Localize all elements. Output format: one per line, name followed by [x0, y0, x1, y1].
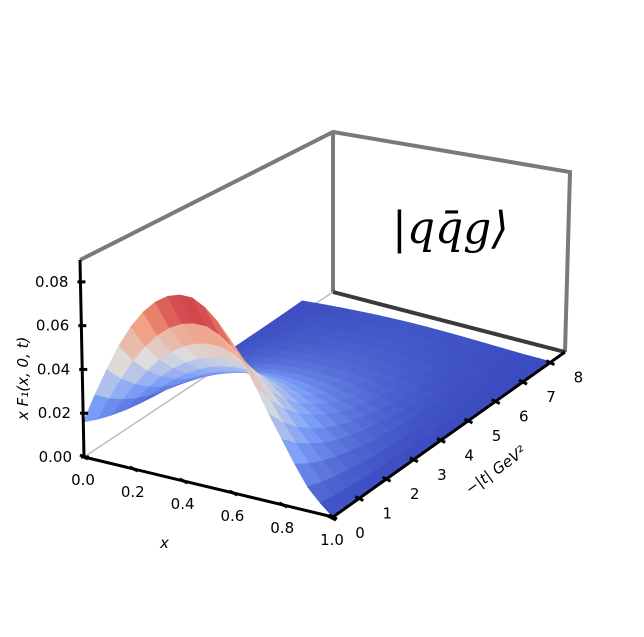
- y-tick: [327, 514, 337, 522]
- x-tick-label: 1.0: [320, 531, 344, 549]
- x-tick: [278, 501, 288, 509]
- tick-marks: [77, 280, 556, 522]
- y-tick: [436, 437, 446, 444]
- pane-edge-floor-right: [332, 290, 566, 354]
- z-tick-label: 0.02: [38, 404, 71, 422]
- y-tick-label: 4: [464, 446, 474, 464]
- z-axis-line: [78, 259, 86, 458]
- state-annotation: |qq̄g⟩: [392, 203, 509, 254]
- x-axis-label: x: [159, 534, 169, 552]
- y-tick: [354, 495, 364, 502]
- y-tick-label: 7: [546, 388, 556, 406]
- z-tick-label: 0.04: [37, 360, 70, 378]
- x-tick-label: 0.8: [270, 519, 294, 537]
- y-tick-label: 0: [355, 524, 365, 542]
- x-tick: [228, 489, 239, 497]
- y-tick: [545, 359, 556, 367]
- surface-mesh: [82, 294, 553, 518]
- y-tick: [381, 475, 392, 483]
- x-tick-label: 0.6: [220, 507, 244, 525]
- y-tick-label: 8: [574, 369, 584, 387]
- x-tick: [178, 477, 189, 485]
- y-tick: [409, 456, 419, 464]
- y-tick-label: 3: [437, 466, 447, 484]
- z-axis-label: x F₁(x, 0, t): [14, 337, 32, 421]
- x-tick-label: 0.0: [71, 471, 95, 489]
- y-axis-line: [332, 350, 566, 519]
- z-tick-label: 0.06: [36, 317, 69, 335]
- axes: [78, 259, 566, 519]
- y-tick: [491, 398, 501, 405]
- y-tick: [463, 417, 474, 425]
- y-tick-label: 2: [410, 485, 420, 503]
- z-tick-label: 0.08: [35, 273, 68, 291]
- x-tick-label: 0.2: [121, 483, 145, 501]
- pane-edges: [79, 129, 573, 353]
- z-tick-label: 0.00: [39, 448, 72, 466]
- y-tick-label: 5: [492, 427, 502, 445]
- y-tick-label: 1: [383, 505, 393, 523]
- y-tick-label: 6: [519, 408, 529, 426]
- x-tick-label: 0.4: [171, 495, 195, 513]
- y-tick: [518, 378, 528, 386]
- x-tick: [129, 465, 139, 473]
- x-axis-line: [83, 455, 334, 519]
